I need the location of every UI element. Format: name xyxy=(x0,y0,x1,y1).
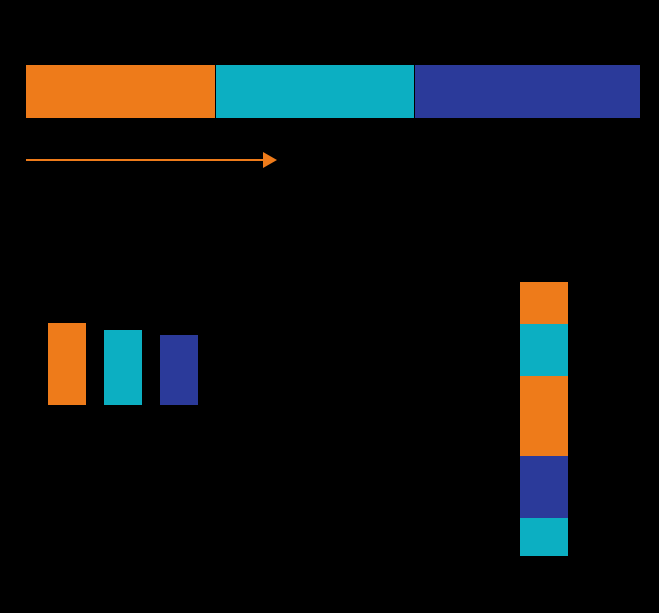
small-bar-teal xyxy=(104,330,142,405)
hbar-segment-teal xyxy=(216,65,415,118)
small-bar-orange xyxy=(48,323,86,405)
hbar-segment-orange xyxy=(26,65,216,118)
diagram-canvas xyxy=(0,0,659,613)
arrow-shaft xyxy=(26,159,263,161)
vstack-segment-0-orange xyxy=(520,282,568,324)
arrow-head-icon xyxy=(263,152,277,168)
vstack-segment-3-indigo xyxy=(520,456,568,518)
vstack-segment-2-orange xyxy=(520,376,568,456)
vstack-segment-1-teal xyxy=(520,324,568,376)
hbar-segment-indigo xyxy=(415,65,640,118)
vstack-segment-4-teal xyxy=(520,518,568,556)
small-bar-indigo xyxy=(160,335,198,405)
